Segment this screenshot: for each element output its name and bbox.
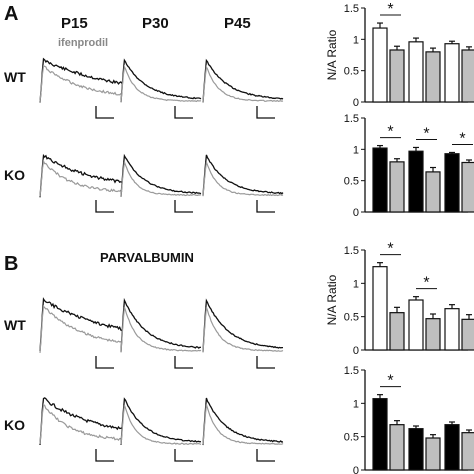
row-label-ko-a: KO (4, 167, 25, 183)
control-trace (120, 58, 202, 103)
control-trace (202, 58, 284, 103)
scale-bar (174, 449, 193, 462)
ifenprodil-trace (39, 159, 123, 197)
scale-bar (95, 449, 114, 462)
ifenprodil-trace (202, 161, 284, 197)
column-label-p15: P15 (61, 15, 88, 32)
y-axis-label: N/A Ratio (325, 29, 339, 80)
y-tick-label: 0.5 (344, 176, 359, 188)
significance-star: * (387, 373, 393, 390)
bar (444, 43, 460, 103)
bar (408, 299, 424, 351)
panel-b-title: PARVALBUMIN (100, 250, 194, 265)
y-tick-label: 0.5 (344, 312, 359, 324)
control-trace (120, 153, 202, 197)
y-tick-label: 1.5 (344, 245, 359, 257)
bar (389, 49, 405, 103)
bar (425, 318, 441, 351)
scale-bar (256, 356, 275, 369)
control-trace (202, 298, 283, 352)
bar (372, 27, 388, 103)
scale-bar (256, 449, 275, 462)
trace-group (39, 57, 284, 462)
ifenprodil-trace (120, 64, 202, 103)
y-tick-label: 0.5 (344, 432, 359, 444)
significance-star: * (423, 275, 429, 292)
bar (408, 428, 424, 471)
y-tick-label: 0 (353, 207, 359, 219)
ifenprodil-trace (39, 403, 123, 444)
ifenprodil-trace (202, 307, 284, 353)
bar (444, 424, 460, 471)
bar (372, 398, 388, 471)
panel-a-label: A (4, 3, 18, 25)
column-label-p30: P30 (142, 15, 169, 32)
y-tick-label: 0.5 (344, 66, 359, 78)
significance-star: * (387, 241, 393, 258)
bar (389, 424, 405, 471)
ifenprodil-trace (39, 65, 123, 102)
ifenprodil-trace (120, 404, 202, 445)
row-label-ko-b: KO (4, 417, 25, 433)
y-tick-label: 1 (353, 398, 359, 410)
control-trace (120, 297, 202, 352)
bar (425, 437, 441, 471)
ifenprodil-trace (120, 306, 202, 353)
y-tick-label: 1 (353, 34, 359, 46)
bar (461, 161, 474, 213)
control-trace (39, 153, 123, 198)
bar (389, 161, 405, 213)
scale-bar (95, 356, 114, 369)
control-trace (39, 397, 123, 446)
significance-star: * (459, 130, 465, 147)
y-tick-label: 0 (353, 465, 359, 474)
significance-star: * (423, 125, 429, 142)
ifenprodil-trace (202, 404, 284, 445)
bar (408, 41, 424, 103)
control-trace (39, 297, 123, 352)
bar (444, 308, 460, 351)
y-tick-label: 1.5 (344, 365, 359, 377)
y-tick-label: 1.5 (344, 113, 359, 125)
scale-bar (174, 356, 193, 369)
control-trace (202, 154, 284, 196)
bar (461, 318, 474, 351)
bar (444, 153, 460, 213)
control-trace (202, 397, 284, 446)
bar (461, 432, 474, 471)
y-tick-label: 0 (353, 97, 359, 109)
bar (389, 312, 405, 351)
bar (408, 150, 424, 213)
row-label-wt-b: WT (4, 317, 26, 333)
y-tick-label: 1 (353, 278, 359, 290)
scale-bar (174, 200, 193, 213)
scale-bar (95, 106, 114, 119)
bar (425, 51, 441, 103)
ifenprodil-trace (39, 305, 123, 353)
scale-bar (95, 200, 114, 213)
significance-star: * (387, 124, 393, 141)
bar (425, 171, 441, 213)
bar (461, 49, 474, 103)
control-trace (120, 397, 202, 446)
ifenprodil-trace (202, 65, 284, 103)
control-trace (39, 57, 123, 103)
y-tick-label: 1 (353, 144, 359, 156)
significance-star: * (387, 1, 393, 18)
y-tick-label: 1.5 (344, 3, 359, 15)
row-label-wt-a: WT (4, 69, 26, 85)
scale-bar (256, 200, 275, 213)
bar (372, 266, 388, 351)
ifenprodil-trace (120, 161, 202, 197)
bar (372, 147, 388, 213)
column-label-p45: P45 (224, 15, 251, 32)
scale-bar (256, 106, 275, 119)
scale-bar (174, 106, 193, 119)
y-tick-label: 0 (353, 345, 359, 357)
y-axis-label: N/A Ratio (325, 274, 339, 325)
bar-charts: 0 0.5 1 1.5 N/A Ratio * 0 0.5 1 1.5 * * * 0 0.5 1 1.5 N/A… (325, 1, 474, 474)
ifenprodil-label: ifenprodil (58, 37, 108, 49)
panel-b-label: B (4, 253, 18, 275)
